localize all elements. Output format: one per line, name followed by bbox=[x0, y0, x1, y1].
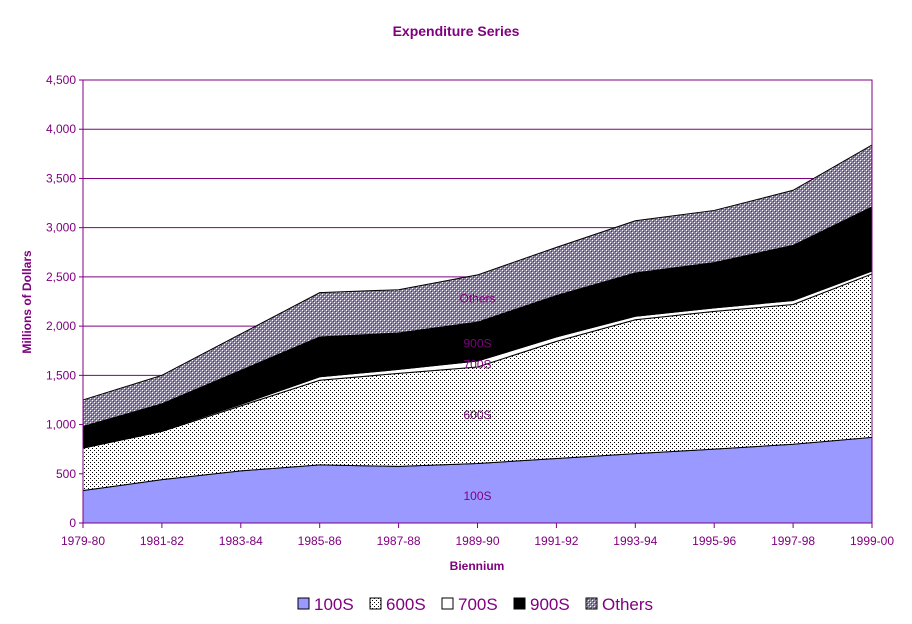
y-tick-label: 2,500 bbox=[46, 270, 76, 284]
legend-label: 600S bbox=[386, 595, 426, 614]
chart-title: Expenditure Series bbox=[393, 23, 520, 39]
y-axis-ticks: 0 500 1,000 1,500 2,000 2,500 3,000 3,500 4,000 4… bbox=[46, 73, 83, 530]
legend-item-700s: 700S bbox=[441, 595, 498, 614]
legend-swatch bbox=[369, 597, 382, 610]
x-tick-label: 1979-80 bbox=[61, 534, 105, 548]
x-tick-label: 1981-82 bbox=[140, 534, 184, 548]
x-tick-label: 1997-98 bbox=[771, 534, 815, 548]
legend: 100S 600S 700S 900S Others bbox=[297, 595, 653, 614]
legend-swatch bbox=[297, 597, 310, 610]
y-tick-label: 1,500 bbox=[46, 368, 76, 382]
area-label-100s: 100S bbox=[463, 489, 491, 503]
legend-label: 700S bbox=[458, 595, 498, 614]
legend-swatch bbox=[513, 597, 526, 610]
y-tick-label: 1,000 bbox=[46, 418, 76, 432]
y-tick-label: 3,000 bbox=[46, 221, 76, 235]
legend-swatch bbox=[585, 597, 598, 610]
x-tick-label: 1987-88 bbox=[377, 534, 421, 548]
x-axis-title: Biennium bbox=[450, 559, 505, 573]
y-tick-label: 0 bbox=[69, 516, 76, 530]
y-tick-label: 4,000 bbox=[46, 122, 76, 136]
x-tick-label: 1983-84 bbox=[219, 534, 263, 548]
x-tick-label: 1999-00 bbox=[850, 534, 894, 548]
area-label-900s: 900S bbox=[463, 337, 491, 351]
y-tick-label: 3,500 bbox=[46, 171, 76, 185]
x-tick-label: 1993-94 bbox=[613, 534, 657, 548]
y-axis-title: Millions of Dollars bbox=[20, 250, 34, 354]
area-label-600s: 600S bbox=[463, 408, 491, 422]
area-label-others: Others bbox=[459, 292, 495, 306]
legend-swatch bbox=[441, 597, 454, 610]
legend-item-100s: 100S bbox=[297, 595, 354, 614]
y-tick-label: 4,500 bbox=[46, 73, 76, 87]
x-tick-label: 1995-96 bbox=[692, 534, 736, 548]
legend-item-600s: 600S bbox=[369, 595, 426, 614]
area-label-700s: 700S bbox=[463, 357, 491, 371]
y-tick-label: 500 bbox=[56, 467, 76, 481]
legend-label: 900S bbox=[530, 595, 570, 614]
legend-label: Others bbox=[602, 595, 653, 614]
legend-item-others: Others bbox=[585, 595, 653, 614]
area-labels: 100S 600S 700S 900S Others bbox=[459, 292, 495, 504]
legend-item-900s: 900S bbox=[513, 595, 570, 614]
x-axis-ticks: 1979-80 1981-82 1983-84 1985-86 1987-88 1989-… bbox=[61, 523, 894, 548]
legend-label: 100S bbox=[314, 595, 354, 614]
x-tick-label: 1985-86 bbox=[298, 534, 342, 548]
y-tick-label: 2,000 bbox=[46, 319, 76, 333]
x-tick-label: 1991-92 bbox=[534, 534, 578, 548]
series-areas bbox=[82, 144, 873, 524]
x-tick-label: 1989-90 bbox=[455, 534, 499, 548]
